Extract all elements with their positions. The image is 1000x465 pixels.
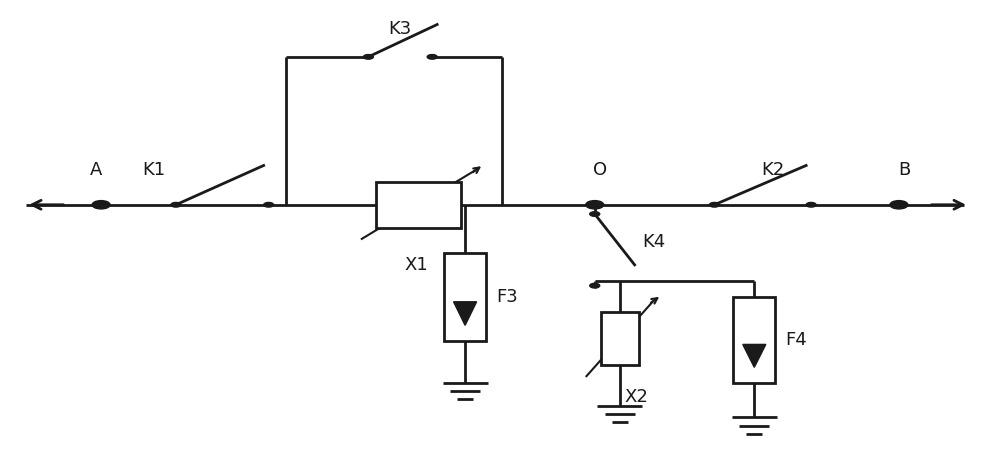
Circle shape — [590, 212, 600, 216]
Polygon shape — [454, 302, 477, 326]
Circle shape — [890, 200, 908, 209]
Polygon shape — [743, 345, 766, 367]
Circle shape — [590, 283, 600, 288]
Text: X1: X1 — [404, 256, 428, 273]
Circle shape — [806, 202, 816, 207]
Text: K2: K2 — [761, 161, 784, 179]
Circle shape — [92, 200, 110, 209]
Circle shape — [363, 54, 373, 59]
Text: B: B — [898, 161, 910, 179]
Text: K3: K3 — [389, 20, 412, 39]
Text: A: A — [90, 161, 102, 179]
Circle shape — [427, 54, 437, 59]
Text: O: O — [593, 161, 607, 179]
Text: K4: K4 — [643, 233, 666, 251]
Text: F3: F3 — [496, 288, 518, 306]
Circle shape — [709, 202, 719, 207]
Circle shape — [586, 200, 604, 209]
Bar — [444, 253, 486, 341]
Bar — [733, 297, 775, 383]
Circle shape — [264, 202, 274, 207]
Bar — [601, 312, 639, 365]
Text: X2: X2 — [625, 388, 649, 406]
Bar — [376, 182, 461, 228]
Text: F4: F4 — [785, 331, 807, 349]
Text: K1: K1 — [142, 161, 165, 179]
Circle shape — [171, 202, 181, 207]
